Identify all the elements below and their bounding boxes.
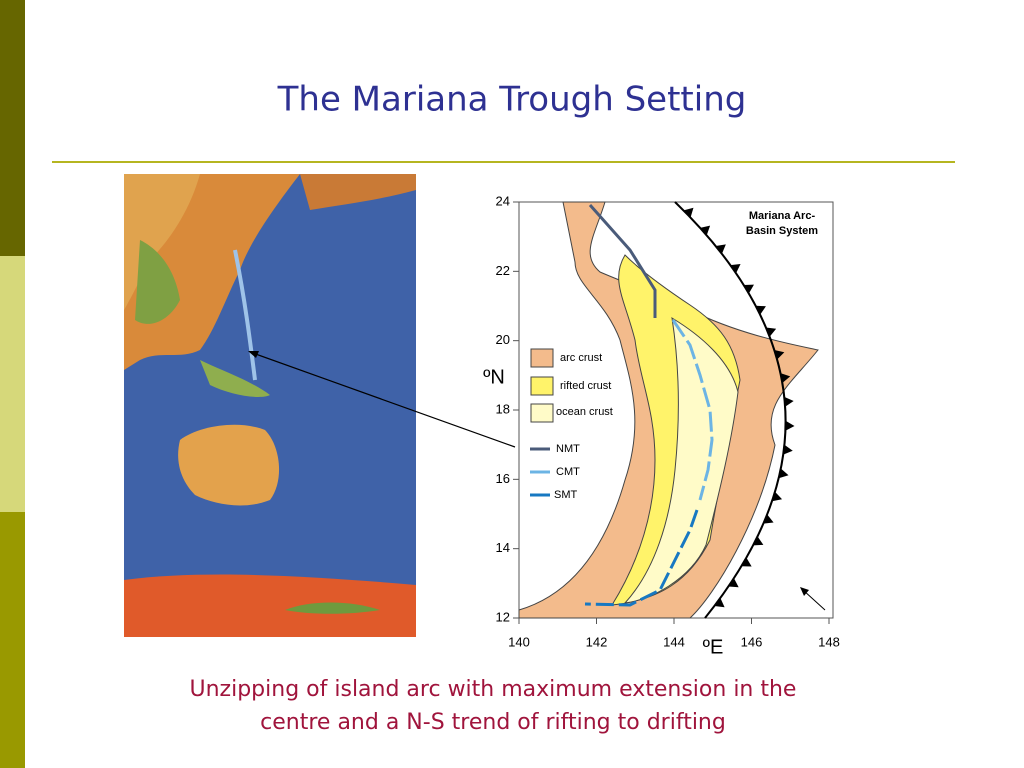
trench-tooth (783, 444, 793, 455)
arrow-head (800, 587, 809, 596)
trench-tooth (771, 491, 783, 502)
trench-tooth (728, 578, 739, 588)
y-tick-label: 18 (496, 401, 510, 416)
world-map (124, 174, 416, 637)
x-tick-label: 146 (741, 634, 763, 649)
trench-tooth (784, 396, 794, 407)
x-tick-label: 144 (663, 634, 685, 649)
mariana-diagram: Mariana Arc- Basin System arc crust rifte… (483, 193, 840, 658)
legend-label: rifted crust (560, 380, 611, 392)
x-tick-label: 140 (508, 634, 530, 649)
trench-tooth (774, 349, 785, 360)
trench-tooth (743, 284, 754, 294)
legend-label: ocean crust (556, 406, 613, 418)
y-tick-label: 16 (496, 471, 510, 486)
caption-line: centre and a N-S trend of rifting to dri… (260, 710, 726, 735)
trench-tooth (785, 420, 795, 431)
trench-tooth (715, 244, 726, 254)
side-band (0, 0, 25, 256)
pointer-arrow (249, 351, 516, 448)
y-tick-label: 20 (496, 332, 510, 347)
trench-tooth (683, 207, 694, 218)
x-axis-label: ºE (703, 636, 724, 658)
axis-ticks: 24 22 20 18 16 14 12 140 142 144 146 148 (496, 193, 840, 649)
trench-teeth (683, 207, 795, 608)
slide-title: The Mariana Trough Setting (277, 80, 747, 120)
legend-swatch (530, 348, 554, 368)
legend-swatch (530, 376, 554, 396)
trench-tooth (730, 264, 741, 274)
y-tick-label: 24 (496, 193, 510, 208)
trench-tooth (741, 557, 752, 567)
trench-tooth (700, 225, 711, 236)
trench-tooth (780, 373, 791, 383)
y-tick-label: 12 (496, 609, 510, 624)
figure-title: Mariana Arc- Basin System (746, 210, 818, 237)
trench-tooth (763, 514, 774, 524)
x-tick-label: 148 (818, 634, 840, 649)
legend-swatch (530, 403, 554, 423)
motion-arrow (802, 589, 826, 611)
caption-line: Unzipping of island arc with maximum ext… (190, 677, 797, 702)
legend-label: CMT (556, 466, 580, 478)
trench-tooth (778, 468, 789, 479)
trench-tooth (714, 597, 725, 608)
arrow-head (248, 351, 259, 358)
y-axis-label: ºN (483, 366, 505, 388)
trench-tooth (753, 536, 764, 546)
y-tick-label: 22 (496, 263, 510, 278)
y-tick-label: 14 (496, 540, 510, 555)
legend-label: SMT (554, 489, 578, 501)
trench-tooth (765, 327, 777, 337)
side-band (0, 256, 25, 512)
side-band (0, 512, 25, 768)
x-tick-label: 142 (586, 634, 608, 649)
trench-tooth (755, 305, 766, 315)
legend-label: arc crust (560, 352, 602, 364)
figure-title-line: Mariana Arc- (749, 210, 816, 222)
figure-title-line: Basin System (746, 225, 818, 237)
legend-label: NMT (556, 443, 580, 455)
